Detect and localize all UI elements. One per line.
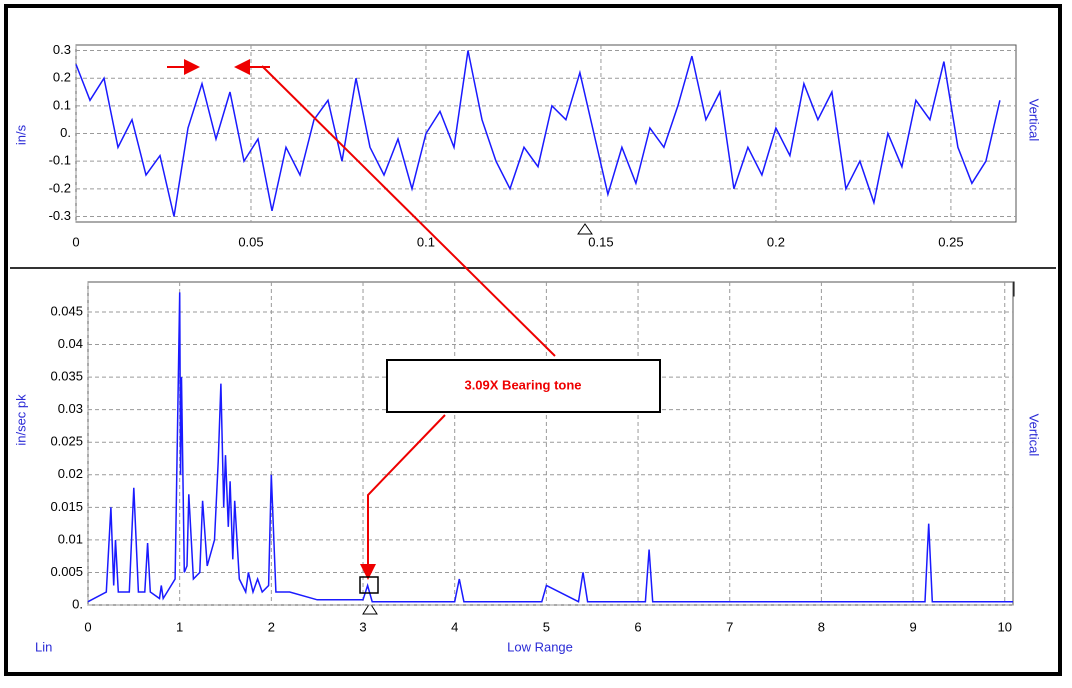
cursor-marker xyxy=(577,223,593,235)
x-tick-label: 8 xyxy=(818,619,825,634)
y-tick-label: -0.2 xyxy=(49,180,71,195)
y-tick-label: 0.01 xyxy=(58,531,83,546)
cursor-marker xyxy=(362,602,378,615)
x-axis-label: Low Range xyxy=(507,639,573,654)
x-tick-label: 0.15 xyxy=(588,234,613,249)
x-tick-label: 5 xyxy=(543,619,550,634)
y-tick-label: -0.3 xyxy=(49,208,71,223)
x-tick-label: 0 xyxy=(84,619,91,634)
x-tick-label: 9 xyxy=(909,619,916,634)
y-axis-label: in/sec pk xyxy=(13,394,28,446)
x-tick-label: 0.25 xyxy=(938,234,963,249)
annotation-arrow xyxy=(360,414,446,580)
y-tick-label: 0. xyxy=(72,596,83,611)
plot-area xyxy=(87,281,1014,606)
y-tick-label: 0.1 xyxy=(53,97,71,112)
y-tick-label: 0.045 xyxy=(50,303,83,318)
y-tick-label: 0.015 xyxy=(50,499,83,514)
y-tick-label: 0.025 xyxy=(50,434,83,449)
x-tick-label: 0.05 xyxy=(238,234,263,249)
annotation-arrow xyxy=(261,65,556,357)
y-tick-label: 0.03 xyxy=(58,401,83,416)
y-axis-label: in/s xyxy=(13,124,28,145)
y-tick-label: -0.1 xyxy=(49,153,71,168)
y-tick-label: 0.02 xyxy=(58,466,83,481)
y-tick-label: 0.035 xyxy=(50,369,83,384)
scale-label: Lin xyxy=(35,639,52,654)
x-tick-label: 7 xyxy=(726,619,733,634)
cursor-box xyxy=(359,576,379,594)
x-tick-label: 6 xyxy=(634,619,641,634)
y-tick-label: 0.3 xyxy=(53,42,71,57)
annotation: 3.09X Bearing tone xyxy=(464,377,581,392)
data-line xyxy=(87,292,1013,603)
y-tick-label: 0.2 xyxy=(53,70,71,85)
annotation-box xyxy=(386,359,661,413)
x-tick-label: 0.2 xyxy=(767,234,785,249)
x-tick-label: 1 xyxy=(176,619,183,634)
y-tick-label: 0.005 xyxy=(50,564,83,579)
x-tick-label: 10 xyxy=(998,619,1012,634)
data-line xyxy=(75,50,1001,217)
x-tick-label: 0 xyxy=(72,234,79,249)
x-tick-label: 4 xyxy=(451,619,458,634)
y-tick-label: 0. xyxy=(60,125,71,140)
x-tick-label: 3 xyxy=(359,619,366,634)
x-tick-label: 0.1 xyxy=(417,234,435,249)
x-tick-label: 2 xyxy=(268,619,275,634)
side-label: Vertical xyxy=(1027,99,1042,142)
side-label: Vertical xyxy=(1027,414,1042,457)
y-tick-label: 0.04 xyxy=(58,336,83,351)
